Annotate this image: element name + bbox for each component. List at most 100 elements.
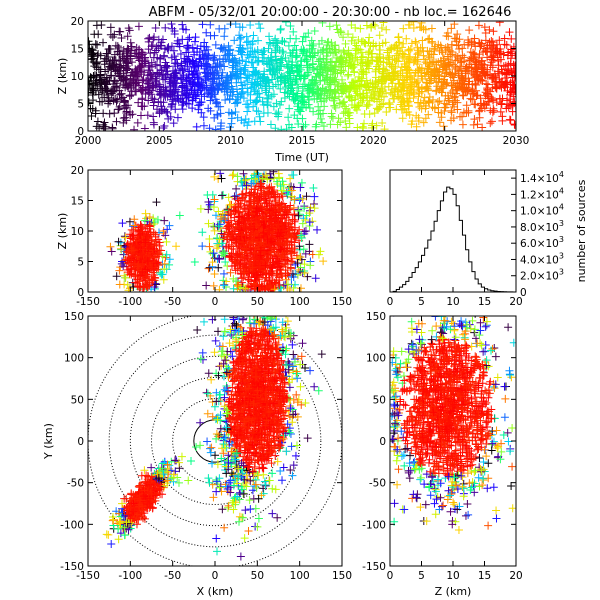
source-point bbox=[380, 125, 389, 131]
source-point bbox=[238, 48, 247, 57]
source-point bbox=[145, 212, 154, 221]
source-point bbox=[239, 170, 248, 178]
source-point bbox=[306, 261, 315, 270]
source-point bbox=[269, 188, 278, 197]
source-point bbox=[316, 76, 325, 85]
source-point bbox=[468, 80, 477, 89]
source-point bbox=[279, 244, 288, 253]
source-point bbox=[310, 192, 319, 201]
source-point bbox=[477, 104, 486, 113]
source-point bbox=[511, 51, 516, 60]
y-tick-exponent: 3 bbox=[559, 268, 564, 277]
source-point bbox=[362, 21, 371, 30]
source-point bbox=[147, 272, 156, 281]
source-point bbox=[254, 172, 263, 180]
source-point bbox=[220, 216, 229, 225]
source-point bbox=[182, 57, 191, 66]
source-point bbox=[339, 47, 348, 56]
source-point bbox=[241, 224, 250, 233]
source-point bbox=[285, 104, 294, 113]
source-point bbox=[344, 30, 353, 39]
source-point bbox=[391, 69, 400, 78]
source-point bbox=[322, 85, 331, 94]
source-point bbox=[284, 113, 293, 122]
source-point bbox=[280, 93, 289, 102]
source-point bbox=[325, 78, 334, 87]
source-point bbox=[277, 125, 286, 131]
source-point bbox=[101, 67, 110, 76]
source-point bbox=[136, 242, 145, 251]
source-point bbox=[360, 119, 369, 128]
source-point bbox=[132, 87, 141, 96]
source-point bbox=[167, 42, 176, 51]
source-point bbox=[97, 21, 106, 30]
source-point bbox=[128, 58, 137, 67]
source-point bbox=[146, 74, 155, 83]
source-point bbox=[104, 45, 113, 54]
source-point bbox=[199, 121, 208, 130]
source-point bbox=[240, 80, 249, 89]
source-point bbox=[244, 267, 253, 276]
source-point bbox=[371, 65, 380, 74]
source-point bbox=[371, 73, 380, 82]
source-point bbox=[121, 273, 130, 282]
source-point bbox=[132, 236, 141, 245]
source-point bbox=[403, 75, 412, 84]
source-point bbox=[252, 97, 261, 106]
source-point bbox=[334, 28, 343, 37]
source-point bbox=[301, 33, 310, 42]
source-point bbox=[266, 193, 275, 202]
source-point bbox=[108, 87, 117, 96]
source-point bbox=[314, 102, 323, 111]
source-point bbox=[127, 42, 136, 51]
source-point bbox=[221, 80, 230, 89]
source-point bbox=[110, 50, 119, 59]
source-point bbox=[252, 249, 261, 258]
source-point bbox=[188, 96, 197, 105]
source-point bbox=[198, 84, 207, 93]
x-tick-label: 2025 bbox=[431, 135, 458, 147]
source-point bbox=[432, 72, 441, 81]
source-point bbox=[357, 77, 366, 86]
source-point bbox=[358, 59, 367, 68]
source-point bbox=[489, 27, 498, 36]
source-point bbox=[203, 60, 212, 69]
source-point bbox=[413, 46, 422, 55]
source-point bbox=[375, 50, 384, 59]
source-point bbox=[398, 43, 407, 52]
source-point bbox=[470, 64, 479, 73]
source-point bbox=[208, 249, 217, 258]
source-point bbox=[211, 40, 220, 49]
source-point bbox=[246, 96, 255, 105]
source-point bbox=[509, 92, 516, 101]
source-point bbox=[388, 60, 397, 69]
source-point bbox=[230, 207, 239, 216]
source-point bbox=[165, 260, 174, 269]
source-point bbox=[275, 173, 284, 182]
source-point bbox=[430, 104, 439, 113]
source-point bbox=[384, 53, 393, 62]
source-point bbox=[262, 184, 271, 193]
source-point bbox=[226, 200, 235, 209]
source-point bbox=[215, 362, 224, 371]
source-point bbox=[378, 119, 387, 128]
source-point bbox=[128, 232, 137, 241]
source-point bbox=[146, 228, 155, 237]
source-point bbox=[260, 266, 269, 275]
source-point bbox=[166, 102, 175, 111]
source-point bbox=[155, 54, 164, 63]
source-point bbox=[267, 459, 276, 468]
source-point bbox=[134, 45, 143, 54]
source-point bbox=[489, 73, 498, 82]
x-tick-label: 2005 bbox=[146, 135, 173, 147]
source-point bbox=[415, 102, 424, 111]
y-tick-label: 0 bbox=[77, 126, 84, 138]
source-point bbox=[271, 52, 280, 61]
source-point bbox=[256, 79, 265, 88]
source-point bbox=[178, 90, 187, 99]
source-point bbox=[218, 57, 227, 66]
source-point bbox=[484, 97, 493, 106]
source-point bbox=[451, 51, 460, 60]
source-point bbox=[293, 61, 302, 70]
